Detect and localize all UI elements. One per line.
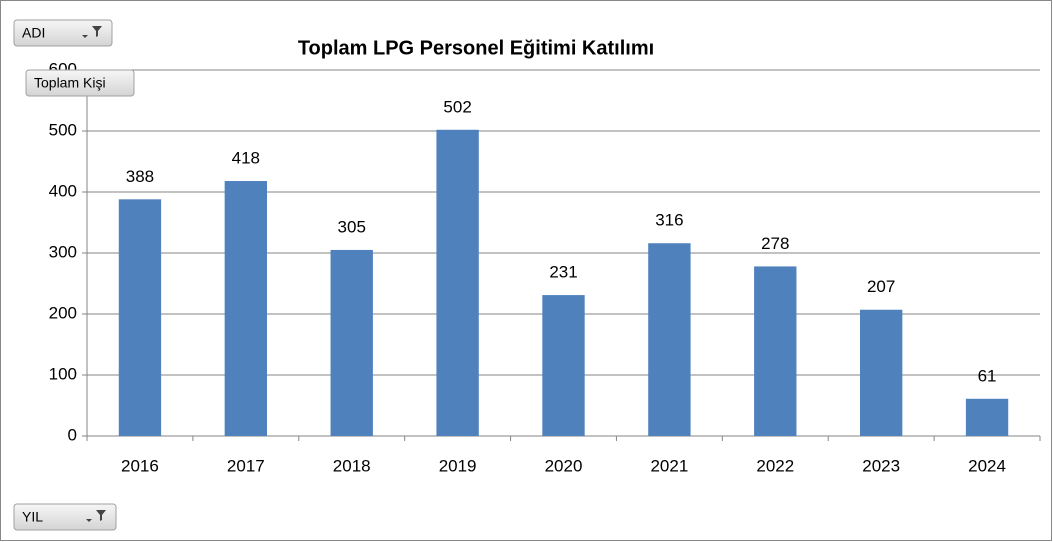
field-button-label[interactable]: YIL: [22, 509, 43, 525]
field-button-label[interactable]: Toplam Kişi: [34, 75, 106, 91]
x-tick-label: 2018: [333, 456, 371, 475]
field-button-label[interactable]: ADI: [22, 25, 45, 41]
data-label: 316: [655, 211, 683, 230]
field-button[interactable]: [13, 503, 117, 531]
bar: [754, 266, 797, 436]
chart-title: Toplam LPG Personel Eğitimi Katılımı: [298, 37, 654, 59]
y-tick-label: 200: [49, 303, 77, 322]
data-label: 278: [761, 234, 789, 253]
y-tick-label: 500: [49, 120, 77, 139]
bar: [542, 295, 585, 436]
x-tick-label: 2016: [121, 456, 159, 475]
x-tick-label: 2021: [650, 456, 688, 475]
y-tick-label: 400: [49, 181, 77, 200]
data-label: 418: [232, 149, 260, 168]
x-tick-label: 2023: [862, 456, 900, 475]
y-tick-label: 100: [49, 364, 77, 383]
filter-icon: [96, 510, 106, 521]
dropdown-arrow: [82, 35, 88, 38]
data-label: 305: [338, 217, 366, 236]
bar: [859, 309, 903, 436]
data-label: 502: [443, 97, 471, 116]
x-tick-label: 2019: [439, 456, 477, 475]
bar: [648, 243, 691, 436]
bar: [118, 199, 162, 436]
bar: [330, 249, 373, 436]
data-label: 388: [126, 167, 154, 186]
data-label: 207: [867, 277, 895, 296]
filter-icon: [92, 26, 102, 37]
bar: [436, 129, 479, 436]
x-tick-label: 2020: [545, 456, 583, 475]
x-tick-label: 2024: [968, 456, 1006, 475]
data-label: 61: [978, 366, 997, 385]
y-tick-label: 0: [68, 425, 77, 444]
x-tick-label: 2017: [227, 456, 265, 475]
field-button[interactable]: [13, 19, 113, 47]
bar: [965, 398, 1009, 436]
dropdown-arrow: [86, 519, 92, 522]
y-tick-label: 300: [49, 242, 77, 261]
x-tick-label: 2022: [756, 456, 794, 475]
bar: [224, 181, 268, 436]
data-label: 231: [549, 263, 577, 282]
field-button[interactable]: [25, 69, 135, 97]
